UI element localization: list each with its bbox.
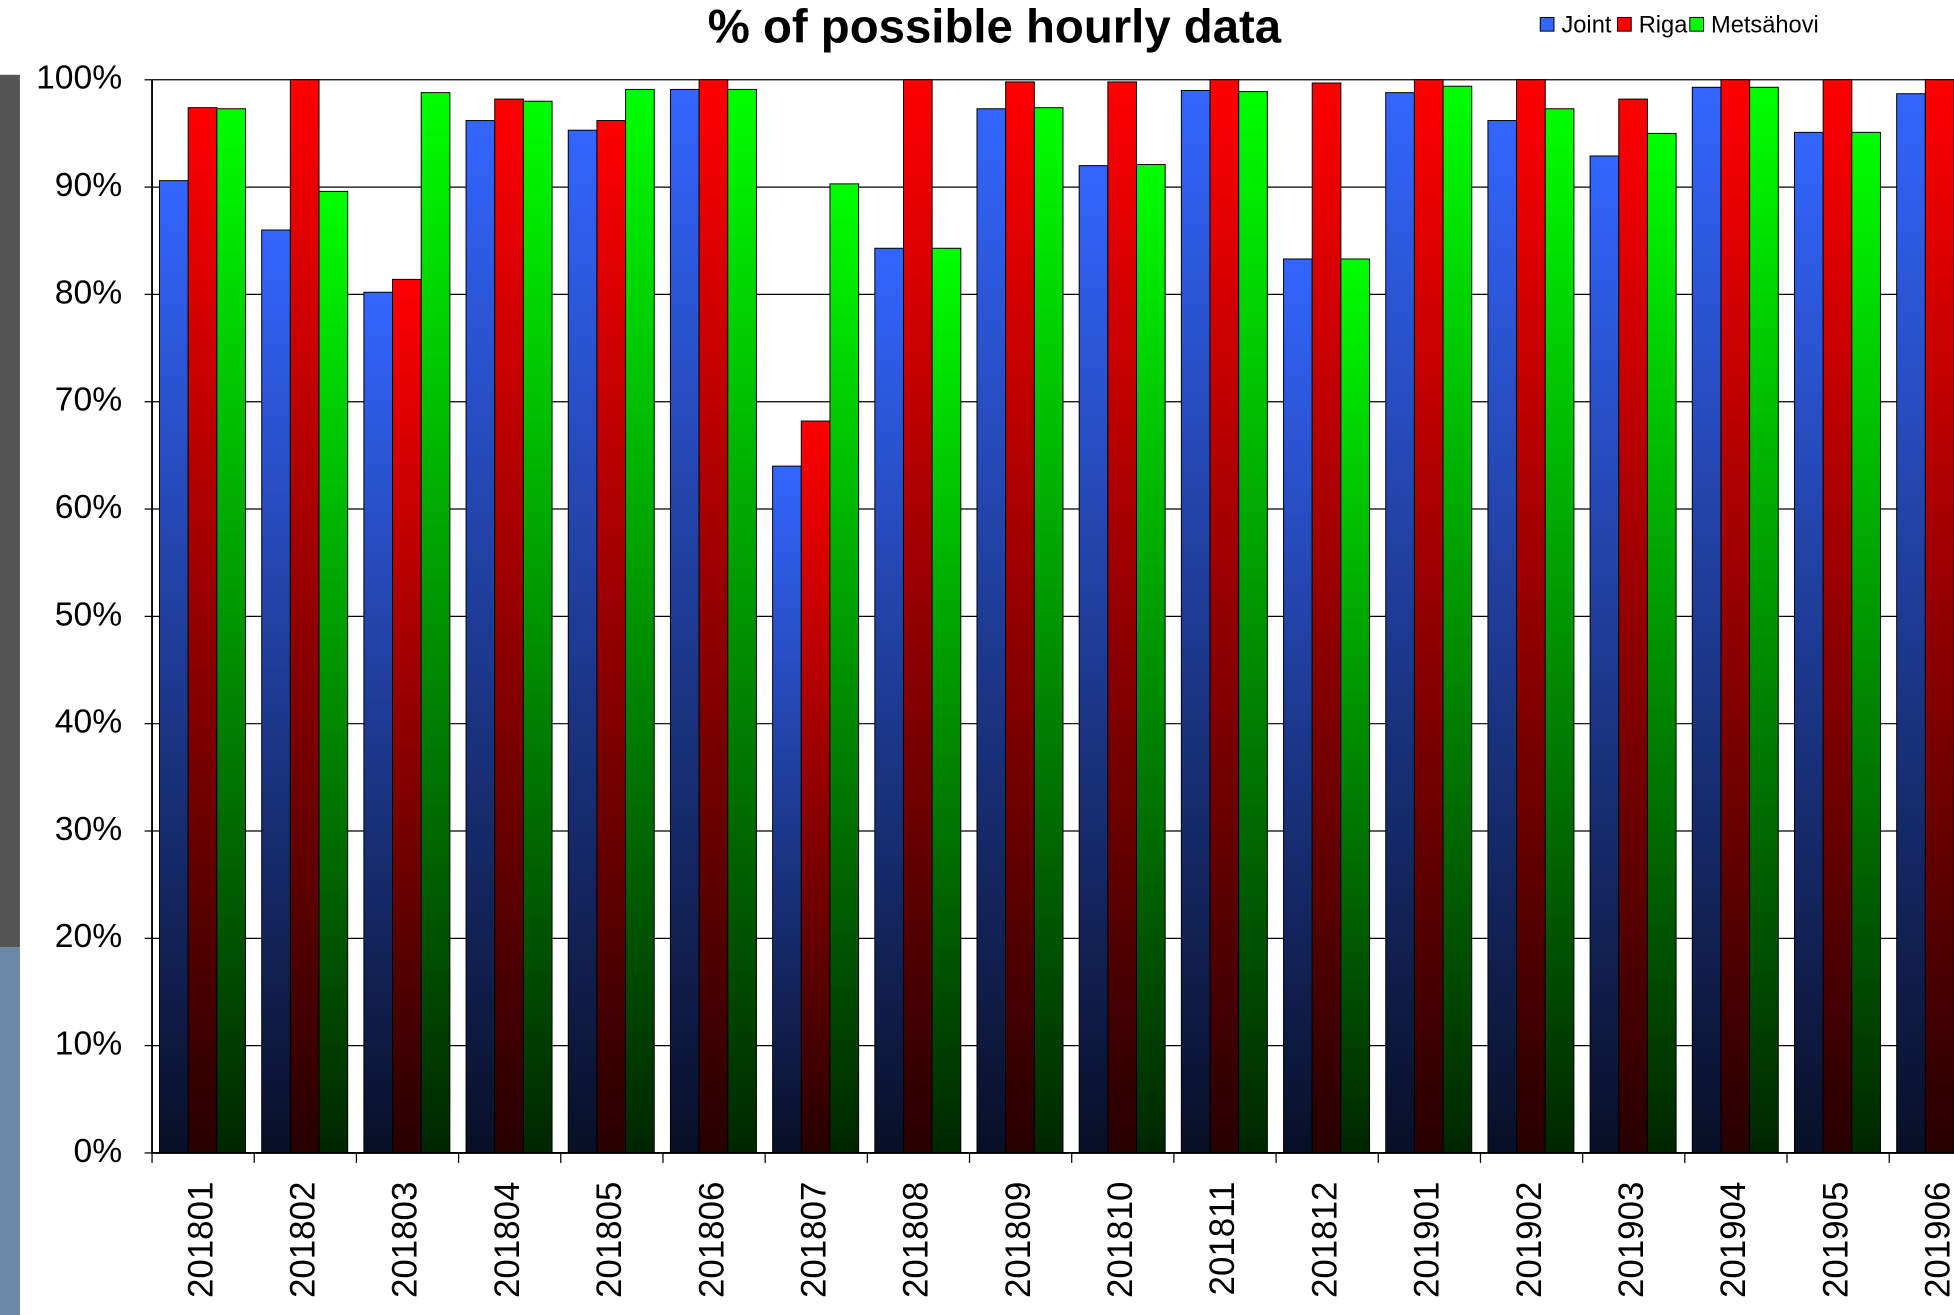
bar [875, 248, 904, 1153]
bar [932, 248, 961, 1153]
y-tick-label: 60% [55, 489, 122, 526]
bar [1006, 82, 1035, 1153]
side-photo [0, 947, 20, 1315]
bar [1647, 133, 1676, 1153]
legend-swatch [1690, 17, 1704, 31]
bar [903, 80, 932, 1153]
x-tick-label: 201903 [1612, 1182, 1651, 1298]
bar [1284, 259, 1313, 1153]
x-tick-label: 201905 [1816, 1182, 1855, 1298]
bar [421, 93, 450, 1153]
bar [290, 80, 319, 1153]
legend-label: Riga [1639, 12, 1688, 38]
bar [1852, 132, 1881, 1153]
x-tick-label: 201812 [1305, 1182, 1344, 1298]
bar [1545, 109, 1574, 1153]
bar [1794, 132, 1823, 1153]
x-tick-label: 201901 [1408, 1182, 1447, 1298]
bar [1312, 83, 1341, 1153]
bar [773, 466, 802, 1153]
bar [1181, 91, 1210, 1153]
bar [1108, 82, 1137, 1153]
bar [728, 89, 757, 1153]
bar [1210, 80, 1239, 1153]
bar [1619, 99, 1648, 1153]
y-tick-label: 40% [55, 704, 122, 741]
bar [319, 191, 348, 1153]
bar [262, 230, 291, 1153]
legend-swatch [1618, 17, 1632, 31]
bar [1239, 92, 1268, 1153]
y-tick-label: 100% [36, 60, 122, 97]
bar [699, 80, 728, 1153]
bar [568, 130, 597, 1153]
bar [597, 121, 626, 1153]
x-tick-label: 201811 [1203, 1182, 1242, 1296]
x-tick-label: 201802 [284, 1182, 323, 1298]
y-tick-label: 0% [74, 1133, 123, 1170]
bar [1590, 156, 1619, 1153]
x-tick-label: 201803 [386, 1182, 425, 1298]
legend-label: Metsähovi [1711, 12, 1819, 38]
bar [160, 181, 189, 1153]
bar [466, 121, 495, 1153]
x-tick-label: 201810 [1101, 1182, 1140, 1298]
chart: % of possible hourly data 0% 10% 20% 30% 40%… [0, 0, 1954, 1315]
y-tick-label: 10% [55, 1026, 122, 1063]
x-tick-label: 201904 [1714, 1182, 1753, 1298]
bar [830, 184, 859, 1153]
bar [670, 89, 699, 1153]
bar [495, 99, 524, 1153]
x-tick-label: 201807 [794, 1182, 833, 1298]
bar [1692, 87, 1721, 1153]
bar [1414, 80, 1443, 1153]
bar [1517, 80, 1546, 1153]
bar [1897, 94, 1926, 1153]
bar [626, 89, 655, 1153]
side-photo [0, 75, 20, 948]
y-tick-label: 50% [55, 596, 122, 633]
bar [523, 101, 552, 1153]
bar [217, 109, 246, 1153]
bar [1488, 121, 1517, 1153]
bar [1034, 108, 1063, 1153]
bar [1341, 259, 1370, 1153]
legend-label: Joint [1561, 12, 1611, 38]
y-tick-label: 20% [55, 918, 122, 955]
x-tick-label: 201906 [1919, 1182, 1954, 1298]
legend-swatch [1540, 17, 1554, 31]
x-tick-label: 201801 [181, 1182, 220, 1298]
y-tick-label: 90% [55, 167, 122, 204]
x-tick-label: 201805 [590, 1182, 629, 1298]
bar [1750, 87, 1779, 1153]
x-tick-label: 201804 [488, 1182, 527, 1298]
bar [801, 421, 830, 1153]
chart-title: % of possible hourly data [708, 0, 1282, 53]
bar [1137, 165, 1166, 1153]
x-tick-label: 201806 [692, 1182, 731, 1298]
y-tick-label: 70% [55, 382, 122, 419]
bar [393, 279, 422, 1153]
bar [1925, 80, 1954, 1153]
x-tick-label: 201902 [1510, 1182, 1549, 1298]
bar [1823, 80, 1852, 1153]
y-tick-label: 30% [55, 811, 122, 848]
bar [1443, 86, 1472, 1153]
bar [977, 109, 1006, 1153]
bar [1386, 93, 1415, 1153]
x-tick-label: 201808 [897, 1182, 936, 1298]
bar [1721, 80, 1750, 1153]
bar [364, 292, 393, 1153]
x-tick-label: 201809 [999, 1182, 1038, 1298]
bar [1079, 166, 1108, 1153]
y-tick-label: 80% [55, 274, 122, 311]
bar [188, 108, 217, 1153]
